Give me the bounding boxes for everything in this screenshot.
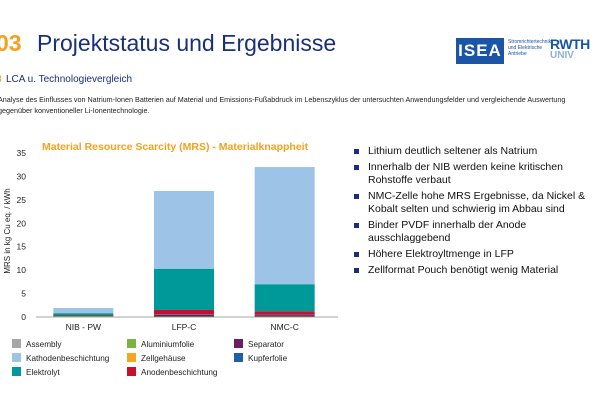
slide-number: 03 bbox=[0, 30, 22, 56]
y-tick-label: 0 bbox=[21, 312, 26, 322]
bullet-square-icon bbox=[354, 268, 359, 273]
section-number: 3 bbox=[0, 74, 2, 85]
bullet-square-icon bbox=[354, 149, 359, 154]
bar-segment-elektrolyt-1 bbox=[154, 268, 214, 310]
bar-segment-kathodenbeschichtung-2 bbox=[254, 167, 315, 285]
y-tick-label: 5 bbox=[21, 289, 26, 299]
bullet-text: Lithium deutlich seltener als Natrium bbox=[368, 145, 538, 157]
bullet-item: Höhere Elektroyltmenge in LFP bbox=[354, 248, 594, 261]
legend-label: Kupferfolie bbox=[248, 354, 288, 363]
y-axis-label: MRS in kg Cu eq. / kWh bbox=[3, 188, 12, 273]
chart-legend: Assembly Aluminiumfolie Separator Kathodenb… bbox=[12, 339, 312, 399]
rwth-logo-text: RWTH bbox=[550, 36, 590, 52]
chart-title: Material Resource Scarcity (MRS) - Mater… bbox=[42, 141, 309, 153]
bar-segment-anodenbeschichtung-1 bbox=[154, 309, 214, 315]
legend-swatch bbox=[127, 367, 136, 376]
y-tick-label: 20 bbox=[17, 218, 27, 228]
bar-segment-assembly-0 bbox=[53, 316, 114, 318]
legend-label: Assembly bbox=[26, 340, 62, 349]
section-title: LCA u. Technologievergleich bbox=[6, 74, 133, 85]
y-tick-label: 15 bbox=[17, 242, 27, 252]
bullet-item: Innerhalb der NIB werden keine kritische… bbox=[354, 161, 594, 187]
legend-swatch bbox=[127, 353, 136, 362]
bullet-item: Binder PVDF innerhalb der Anode ausschla… bbox=[354, 219, 594, 245]
bar-segment-kupferfolie-2 bbox=[254, 314, 315, 316]
isea-logo-subtitle: Stromrichtertechnik und Elektrische Antr… bbox=[508, 39, 552, 57]
bullet-item: Lithium deutlich seltener als Natrium bbox=[354, 145, 594, 158]
bar-segment-separator-2 bbox=[254, 315, 315, 317]
bullet-square-icon bbox=[354, 252, 359, 257]
legend-item: Kupferfolie bbox=[234, 353, 287, 363]
legend-swatch bbox=[234, 339, 243, 348]
legend-swatch bbox=[234, 353, 243, 362]
rwth-logo: RWTH UNIV bbox=[550, 36, 600, 66]
x-tick-label: LFP-C bbox=[172, 322, 197, 332]
bullet-text: Binder PVDF innerhalb der Anode ausschla… bbox=[368, 219, 527, 244]
legend-swatch bbox=[12, 339, 21, 348]
legend-item: Zellgehäuse bbox=[127, 353, 186, 363]
bullet-square-icon bbox=[354, 223, 359, 228]
legend-label: Zellgehäuse bbox=[141, 354, 186, 363]
legend-item: Anodenbeschichtung bbox=[127, 367, 217, 377]
legend-swatch bbox=[12, 367, 21, 376]
x-tick-label: NIB - PW bbox=[66, 322, 101, 332]
slide-title: Projektstatus und Ergebnisse bbox=[37, 30, 337, 56]
rwth-logo-subtitle: UNIV bbox=[550, 50, 574, 61]
bullet-text: NMC-Zelle hohe MRS Ergebnisse, da Nickel… bbox=[368, 190, 586, 215]
legend-item: Elektrolyt bbox=[12, 367, 60, 377]
bullet-text: Zellformat Pouch benötigt wenig Material bbox=[368, 264, 559, 276]
bar-segment-aluminiumfolie-1 bbox=[154, 316, 214, 318]
bullet-square-icon bbox=[354, 165, 359, 170]
bullet-text: Innerhalb der NIB werden keine kritische… bbox=[368, 161, 563, 186]
legend-item: Separator bbox=[234, 339, 284, 349]
bar-segment-separator-1 bbox=[154, 314, 214, 317]
legend-swatch bbox=[12, 353, 21, 362]
bar-segment-elektrolyt-2 bbox=[254, 284, 315, 312]
y-tick-label: 35 bbox=[17, 148, 27, 158]
isea-logo: ISEA Stromrichtertechnik und Elektrische… bbox=[456, 38, 552, 66]
bar-segment-aluminiumfolie-0 bbox=[53, 316, 114, 317]
legend-label: Elektrolyt bbox=[26, 368, 60, 377]
bullet-square-icon bbox=[354, 194, 359, 199]
legend-item: Assembly bbox=[12, 339, 62, 349]
bullet-text: Höhere Elektroyltmenge in LFP bbox=[368, 248, 514, 260]
x-tick-label: NMC-C bbox=[271, 322, 299, 332]
bar-segment-anodenbeschichtung-2 bbox=[254, 311, 315, 315]
bar-segment-elektrolyt-0 bbox=[53, 313, 114, 316]
legend-swatch bbox=[127, 339, 136, 348]
legend-label: Aluminiumfolie bbox=[141, 340, 195, 349]
intro-text: Analyse des Einflusses von Natrium-Ionen… bbox=[0, 95, 566, 115]
mrs-bar-chart: 0 5 10 15 20 25 30 35 MRS in kg Cu eq. / kWh NIB … bbox=[3, 148, 338, 332]
bar-segment-anodenbeschichtung-0 bbox=[53, 315, 114, 317]
bullet-item: Zellformat Pouch benötigt wenig Material bbox=[354, 264, 594, 277]
bar-segment-aluminiumfolie-2 bbox=[254, 316, 315, 318]
legend-label: Separator bbox=[248, 340, 284, 349]
legend-label: Kathodenbeschichtung bbox=[26, 354, 110, 363]
legend-label: Anodenbeschichtung bbox=[141, 368, 218, 377]
bar-segment-kathodenbeschichtung-0 bbox=[53, 308, 114, 314]
bar-segment-kathodenbeschichtung-1 bbox=[154, 190, 214, 269]
legend-item: Aluminiumfolie bbox=[127, 339, 194, 349]
isea-logo-mark: ISEA bbox=[456, 38, 504, 64]
bar-segment-kupferfolie-1 bbox=[154, 314, 214, 315]
bullet-item: NMC-Zelle hohe MRS Ergebnisse, da Nickel… bbox=[354, 190, 594, 216]
bullet-list: Lithium deutlich seltener als Natrium Inn… bbox=[354, 145, 594, 280]
y-tick-label: 30 bbox=[17, 171, 27, 181]
legend-item: Kathodenbeschichtung bbox=[12, 353, 109, 363]
y-tick-label: 25 bbox=[17, 195, 27, 205]
y-tick-label: 10 bbox=[17, 265, 27, 275]
